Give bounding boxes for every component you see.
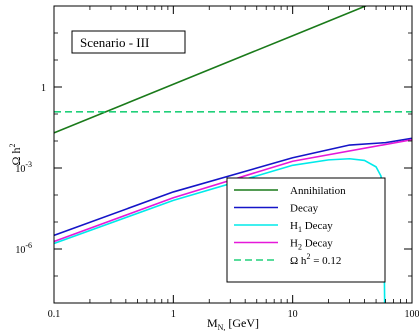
y-axis-title-sup: 2 — [8, 144, 17, 148]
y-tick-label: 1 — [41, 83, 46, 94]
series-line-1 — [54, 137, 412, 237]
legend-entry-label: Ω h2 = 0.12 — [290, 252, 341, 267]
x-axis-title-main: M — [207, 316, 218, 330]
legend-entry-label: Annihilation — [290, 185, 346, 197]
plot-frame — [53, 5, 413, 304]
tick-layer: 0.1 1 10 100 10-6 10-3 1 — [15, 6, 419, 320]
x-tick-label: 1 — [171, 309, 176, 320]
x-tick-label: 100 — [405, 309, 419, 320]
x-axis-title-sub: N, — [218, 323, 226, 331]
y-tick-label: 10-6 — [15, 241, 32, 256]
scenario-box-frame — [71, 30, 186, 54]
x-axis-title: MN, [GeV] — [207, 316, 259, 331]
legend-entry-label: H1 Decay — [290, 220, 333, 234]
y-axis-title-main: Ω h — [9, 148, 23, 166]
y-tick-label: 10-3 — [15, 160, 32, 175]
x-tick-label: 0.1 — [48, 309, 61, 320]
scenario-box: Scenario - III — [71, 30, 186, 54]
series-line-0 — [54, 6, 368, 134]
legend-frame — [226, 177, 386, 283]
y-axis-title: Ω h2 — [8, 144, 23, 166]
x-axis-title-unit: [GeV] — [225, 316, 259, 330]
legend-entry-label: Decay — [290, 203, 319, 215]
legend-entry-label: H2 Decay — [290, 238, 333, 252]
x-tick-label: 10 — [288, 309, 298, 320]
scenario-label: Scenario - III — [80, 35, 149, 50]
